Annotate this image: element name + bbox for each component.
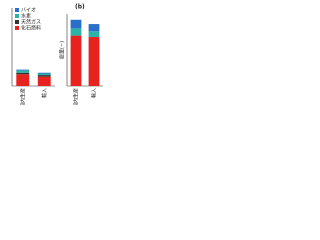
x-tick-label: 国内生産	[19, 88, 26, 105]
bar-segment	[37, 76, 51, 86]
bar-segment	[70, 28, 82, 36]
x-tick-label: 輸入	[41, 88, 48, 98]
bar-segment	[37, 72, 51, 74]
bar-segment	[37, 75, 51, 77]
bar-segment	[88, 24, 100, 32]
bar-segment	[70, 19, 82, 29]
x-tick-label: 国内生産	[73, 88, 80, 105]
bar-segment	[16, 69, 30, 71]
x-tick-label: 輸入	[91, 88, 98, 98]
panel-title: (b)	[75, 4, 85, 11]
legend-swatch	[15, 8, 19, 12]
legend-label: バイオ	[21, 8, 36, 14]
bar-segment	[16, 72, 30, 75]
bar-segment	[88, 31, 100, 38]
legend-label: 化石燃料	[21, 25, 41, 32]
legend-label: 水素	[21, 13, 31, 20]
legend-swatch	[15, 26, 19, 30]
bar-segment	[16, 70, 30, 73]
bar-segment	[37, 73, 51, 76]
bar-segment	[88, 37, 100, 86]
legend-swatch	[15, 20, 19, 24]
bar-segment	[16, 74, 30, 86]
legend-swatch	[15, 14, 19, 18]
bar-segment	[70, 35, 82, 86]
legend-label: 天然ガス	[21, 19, 41, 26]
y-axis-label: 総量(−)	[59, 41, 66, 59]
